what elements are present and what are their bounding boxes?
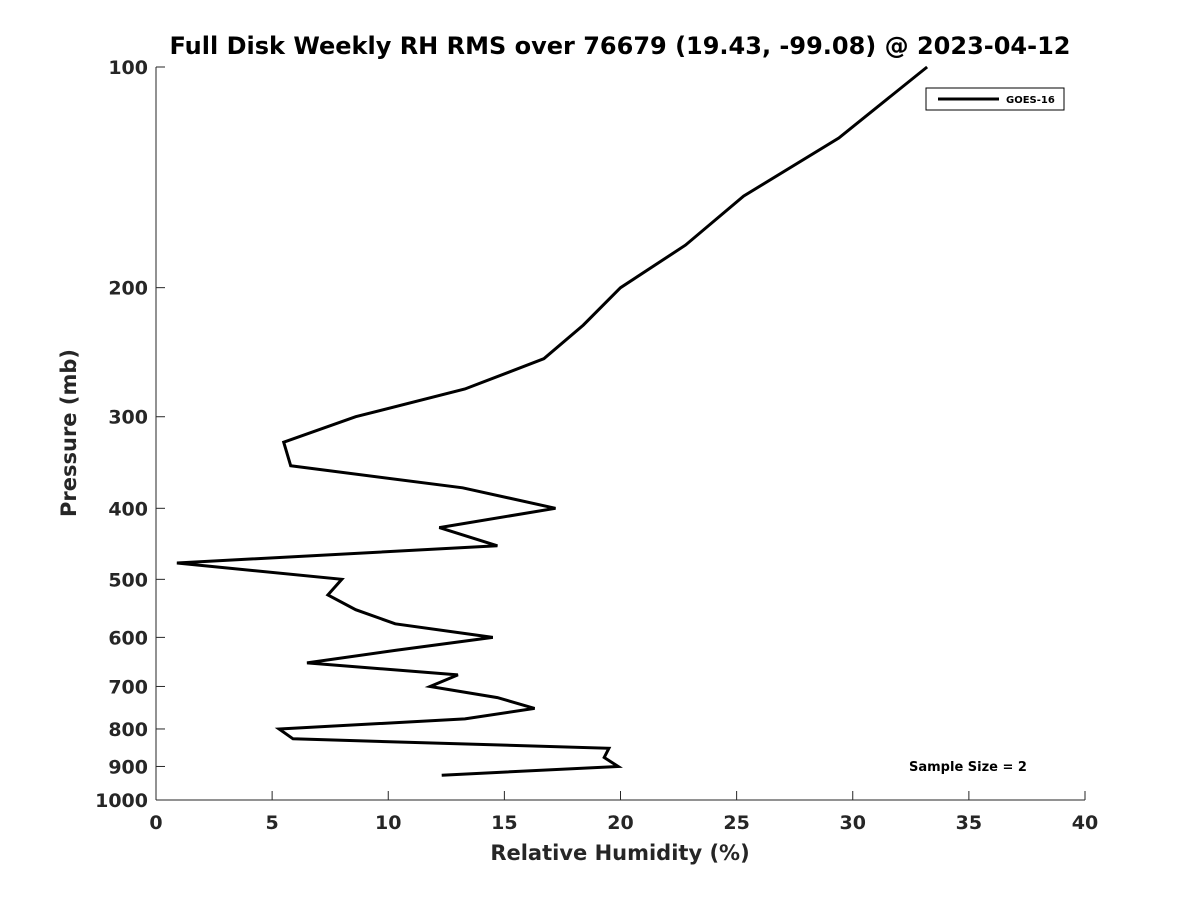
legend: GOES-16: [925, 87, 1065, 111]
y-tick-label: 100: [108, 57, 148, 79]
x-tick-label: 25: [723, 812, 749, 834]
series-layer: [176, 65, 929, 777]
y-tick-label: 600: [108, 627, 148, 649]
y-tick-label: 500: [108, 569, 148, 591]
axes-background: [156, 67, 1085, 800]
y-tick-label: 700: [108, 676, 148, 698]
chart-title: Full Disk Weekly RH RMS over 76679 (19.4…: [169, 32, 1070, 60]
y-tick-label: 400: [108, 498, 148, 520]
series-line-goes-16: [176, 65, 929, 777]
x-tick-label: 40: [1072, 812, 1098, 834]
y-tick-label: 1000: [95, 790, 148, 812]
x-tick-label: 35: [956, 812, 982, 834]
x-tick-label: 20: [607, 812, 633, 834]
y-axis: 100 200 300 400 500 600 700 800 900 1000: [95, 57, 165, 812]
y-axis-label: Pressure (mb): [57, 349, 81, 517]
y-tick-label: 300: [108, 407, 148, 429]
x-tick-label: 30: [840, 812, 866, 834]
y-tick-label: 200: [108, 278, 148, 300]
x-tick-label: 15: [491, 812, 517, 834]
x-tick-label: 5: [266, 812, 279, 834]
legend-label-goes-16: GOES-16: [1006, 95, 1055, 106]
x-axis-label: Relative Humidity (%): [490, 841, 749, 865]
x-tick-label: 10: [375, 812, 401, 834]
x-tick-label: 0: [149, 812, 162, 834]
x-axis: 0 5 10 15 20 25 30 35 40: [149, 791, 1098, 834]
sample-size-annotation: Sample Size = 2: [909, 760, 1027, 775]
plot-area: [156, 67, 1085, 800]
axis-lines: [155, 67, 1085, 801]
y-tick-label: 900: [108, 756, 148, 778]
y-tick-label: 800: [108, 719, 148, 741]
